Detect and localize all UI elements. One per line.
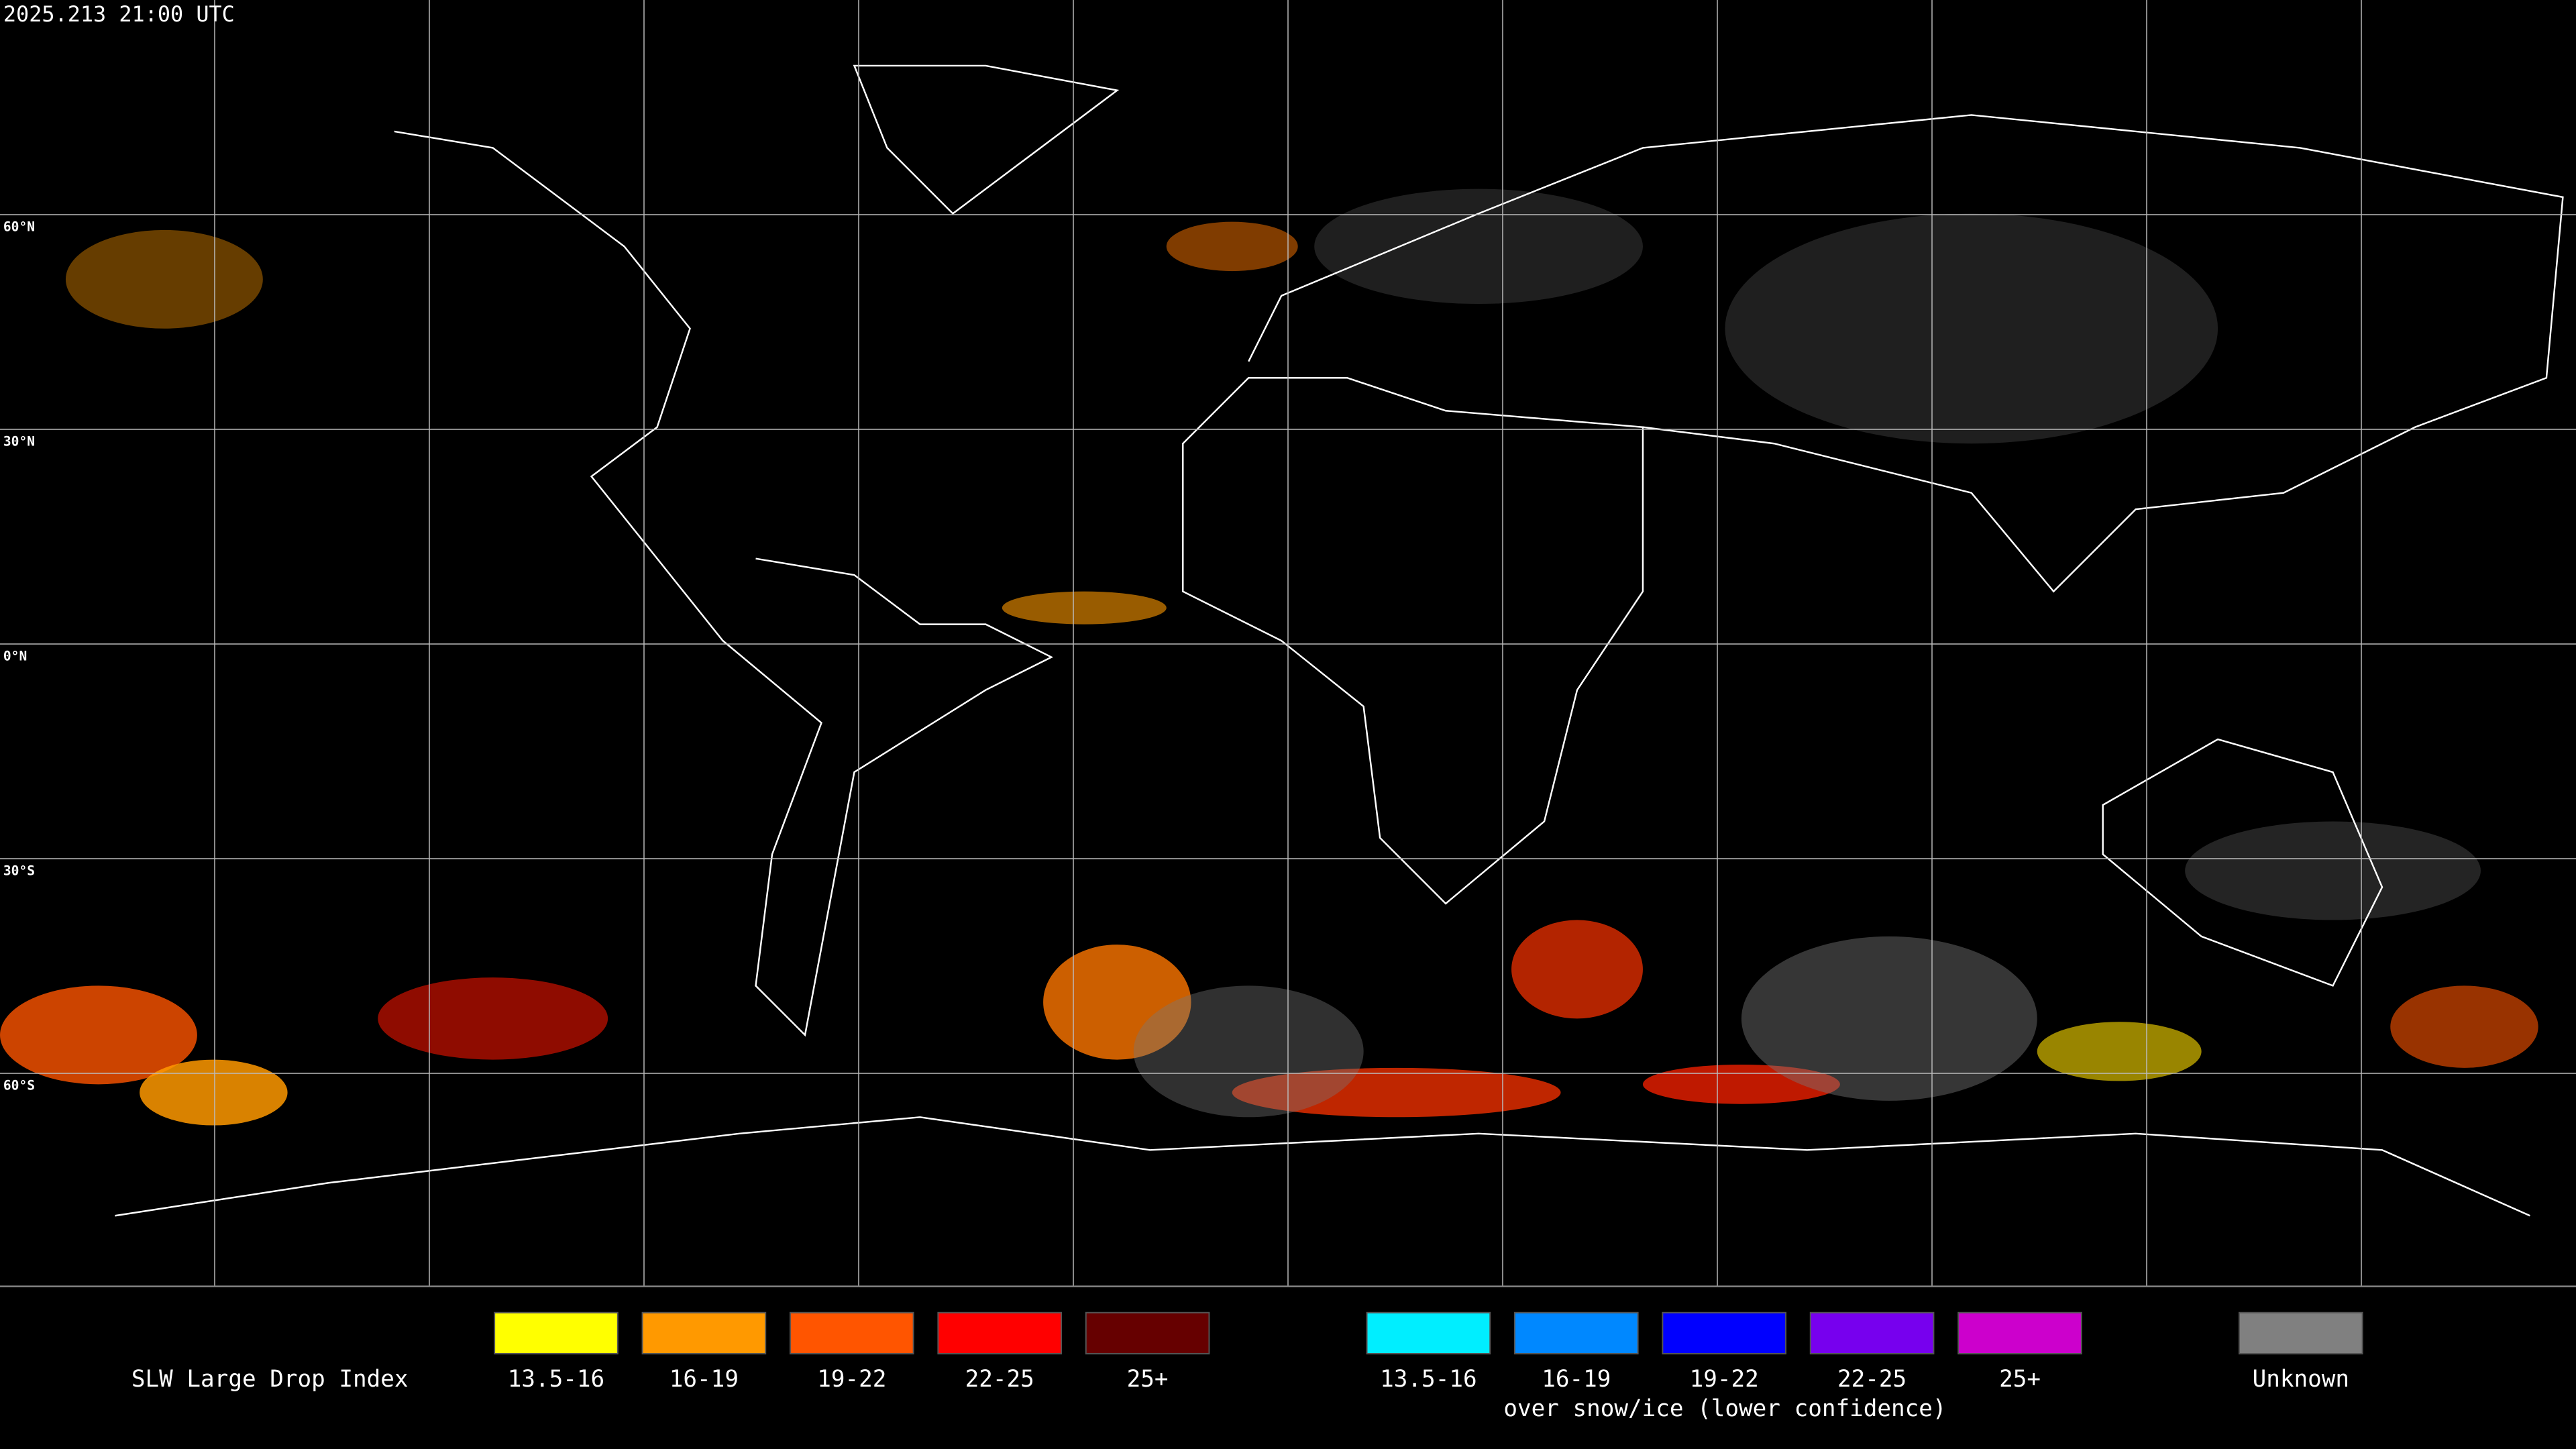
legend-swatch <box>1809 1311 1935 1354</box>
latitude-label: 30°N <box>3 433 35 449</box>
legend-label: 19-22 <box>1690 1366 1759 1393</box>
snow-note: over snow/ice (lower confidence) <box>1503 1395 1946 1422</box>
timestamp: 2025.213 21:00 UTC <box>3 1 235 27</box>
graticule <box>0 0 2576 1287</box>
legend-swatch <box>1366 1311 1491 1354</box>
coastlines <box>115 64 2564 1217</box>
legend-label: 13.5-16 <box>1380 1366 1477 1393</box>
latitude-label: 30°S <box>3 863 35 878</box>
legend-label: 16-19 <box>1542 1366 1611 1393</box>
legend-swatch <box>494 1311 619 1354</box>
latitude-label: 0°N <box>3 648 27 663</box>
legend-swatch <box>937 1311 1063 1354</box>
legend-label: 13.5-16 <box>508 1366 604 1393</box>
legend-swatch <box>1662 1311 1787 1354</box>
legend-label: 16-19 <box>669 1366 739 1393</box>
legend-swatch <box>789 1311 914 1354</box>
legend-label: Unknown <box>2253 1366 2349 1393</box>
latitude-label: 60°N <box>3 219 35 234</box>
legend-swatch <box>641 1311 767 1354</box>
legend-title: SLW Large Drop Index <box>131 1366 409 1393</box>
legend-swatch <box>1513 1311 1639 1354</box>
latitude-label: 60°S <box>3 1077 35 1093</box>
legend-swatch <box>1085 1311 1210 1354</box>
legend-label: 22-25 <box>1837 1366 1907 1393</box>
legend-label: 19-22 <box>817 1366 886 1393</box>
cloud-field <box>0 189 2538 1126</box>
legend-label: 25+ <box>1127 1366 1169 1393</box>
legend-label: 22-25 <box>965 1366 1034 1393</box>
legend-swatch <box>2238 1311 2363 1354</box>
legend-label: 25+ <box>1999 1366 2041 1393</box>
legend-swatch <box>1957 1311 2082 1354</box>
